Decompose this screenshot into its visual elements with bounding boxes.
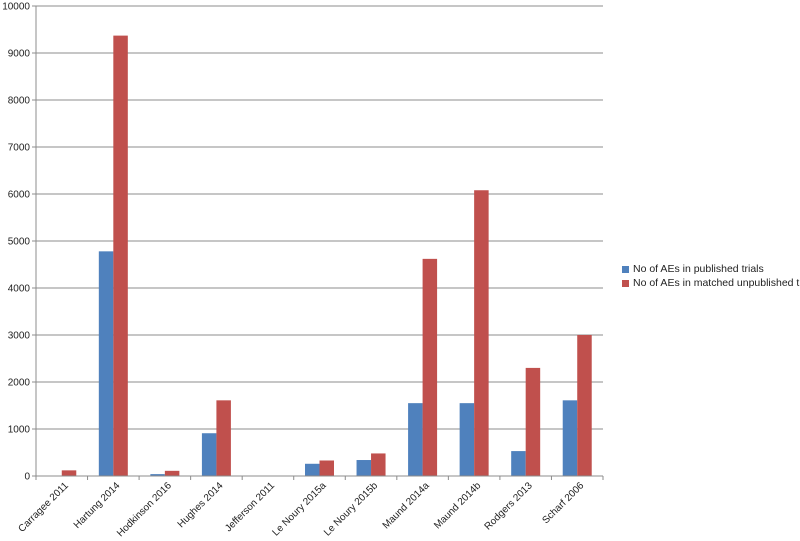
x-tick-label: Hartung 2014 (72, 480, 123, 531)
x-tick-label: Maund 2014b (432, 480, 483, 531)
bar-unpublished (577, 335, 592, 476)
x-tick-label: Hodkinson 2016 (115, 480, 174, 539)
x-tick-label: Le Noury 2015a (271, 480, 329, 538)
bar-published (150, 474, 165, 476)
bar-published (511, 451, 526, 476)
y-tick-label: 9000 (8, 49, 31, 60)
bar-unpublished (319, 460, 334, 476)
legend-swatch-published (622, 265, 629, 273)
x-tick-label: Jefferson 2011 (223, 480, 277, 534)
y-tick-label: 8000 (8, 96, 31, 107)
legend: No of AEs in published trials No of AEs … (622, 262, 800, 290)
y-tick-label: 10000 (2, 2, 30, 13)
bar-published (98, 251, 114, 476)
bar-unpublished (164, 470, 180, 476)
x-tick-label: Maund 2014a (381, 480, 432, 531)
bar-published (562, 400, 578, 476)
bar-unpublished (113, 35, 128, 477)
bars (47, 35, 592, 477)
y-tick-label: 1000 (8, 425, 31, 436)
y-tick-label: 3000 (8, 331, 31, 342)
legend-item-unpublished: No of AEs in matched unpublished trials (622, 276, 800, 290)
x-tick-label: Rodgers 2013 (483, 480, 536, 533)
x-tick-label: Carragee 2011 (16, 480, 71, 535)
bar-unpublished (422, 258, 438, 476)
legend-label-published: No of AEs in published trials (633, 263, 764, 275)
bar-unpublished (371, 453, 386, 476)
y-tick-label: 6000 (8, 190, 31, 201)
bar-published (201, 433, 217, 476)
y-tick-label: 2000 (8, 378, 31, 389)
gridlines (32, 5, 603, 477)
bar-published (459, 403, 475, 476)
bar-unpublished (474, 190, 489, 477)
bar-published (305, 463, 320, 476)
bar-unpublished (525, 367, 541, 476)
y-tick-label: 4000 (8, 284, 31, 295)
legend-item-published: No of AEs in published trials (622, 262, 800, 276)
x-tick-label: Scharf 2006 (540, 480, 586, 526)
y-tick-label: 7000 (8, 143, 31, 154)
y-tick-labels: 0 1000 2000 3000 4000 5000 6000 7000 8000 9000 100… (2, 2, 30, 483)
bar-published (408, 403, 423, 476)
x-tick-label: Hughes 2014 (176, 480, 226, 530)
y-tick-label: 5000 (8, 237, 31, 248)
legend-label-unpublished: No of AEs in matched unpublished trials (633, 277, 800, 289)
bar-unpublished (216, 400, 231, 476)
x-tick-label: Le Noury 2015b (322, 480, 380, 538)
legend-swatch-unpublished (622, 279, 629, 287)
y-tick-label: 0 (24, 472, 30, 483)
bar-published (356, 460, 372, 476)
axes (35, 6, 604, 480)
bar-unpublished (61, 470, 77, 476)
